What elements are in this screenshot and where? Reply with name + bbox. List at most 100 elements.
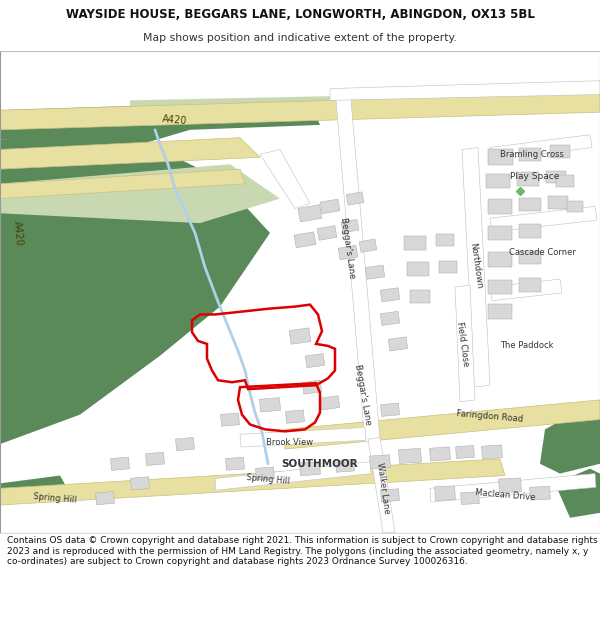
Bar <box>110 457 130 471</box>
Polygon shape <box>0 164 280 223</box>
Bar <box>486 174 510 188</box>
Bar <box>370 455 391 469</box>
Bar <box>176 438 194 451</box>
Bar <box>317 226 337 240</box>
Bar <box>226 458 244 470</box>
Text: Walker Lane: Walker Lane <box>375 462 391 514</box>
Polygon shape <box>0 105 190 144</box>
Bar <box>380 489 400 501</box>
Bar <box>299 462 320 476</box>
Polygon shape <box>130 91 600 115</box>
Bar <box>556 175 574 187</box>
Bar <box>407 262 429 276</box>
Text: Map shows position and indicative extent of the property.: Map shows position and indicative extent… <box>143 33 457 44</box>
Bar <box>338 245 358 260</box>
Polygon shape <box>490 206 597 232</box>
Bar <box>398 448 421 464</box>
Polygon shape <box>330 81 600 101</box>
Polygon shape <box>462 148 490 387</box>
Polygon shape <box>130 101 320 130</box>
Bar <box>439 261 457 273</box>
Bar <box>380 403 400 416</box>
Bar <box>341 219 359 232</box>
Polygon shape <box>368 438 395 532</box>
Bar <box>294 232 316 248</box>
Bar <box>488 199 512 214</box>
Text: Play Space: Play Space <box>511 173 560 181</box>
Bar <box>404 236 426 249</box>
Bar <box>488 279 512 294</box>
Bar <box>320 396 340 410</box>
Polygon shape <box>285 400 600 449</box>
Bar <box>320 199 340 214</box>
Text: Cascade Corner: Cascade Corner <box>509 248 575 257</box>
Bar <box>519 224 541 238</box>
Bar <box>499 478 521 492</box>
Bar <box>482 445 502 459</box>
Bar <box>455 446 475 459</box>
Text: Beggar's Lane: Beggar's Lane <box>339 216 357 279</box>
Bar <box>519 198 541 211</box>
Text: Brook View: Brook View <box>266 438 314 447</box>
Bar <box>146 452 164 466</box>
Bar <box>289 328 311 344</box>
Polygon shape <box>455 285 475 402</box>
Bar <box>259 398 281 412</box>
Bar <box>487 149 512 165</box>
Text: A420: A420 <box>162 114 188 126</box>
Text: Spring Hill: Spring Hill <box>33 492 77 504</box>
Bar <box>546 171 566 183</box>
Bar <box>131 477 149 490</box>
Polygon shape <box>240 428 366 447</box>
Text: Northdown: Northdown <box>469 242 484 289</box>
Bar <box>305 354 325 367</box>
Bar <box>380 311 400 326</box>
Polygon shape <box>215 462 371 490</box>
Bar <box>298 204 322 222</box>
Bar <box>519 278 541 292</box>
Bar <box>567 201 583 212</box>
Bar <box>380 288 400 302</box>
Polygon shape <box>0 169 245 199</box>
Polygon shape <box>555 469 600 518</box>
Text: WAYSIDE HOUSE, BEGGARS LANE, LONGWORTH, ABINGDON, OX13 5BL: WAYSIDE HOUSE, BEGGARS LANE, LONGWORTH, … <box>65 8 535 21</box>
Text: The Paddock: The Paddock <box>500 341 554 351</box>
Text: Bramling Cross: Bramling Cross <box>500 150 564 159</box>
Polygon shape <box>335 89 380 442</box>
Bar <box>488 252 512 267</box>
Bar <box>430 447 451 461</box>
Bar <box>548 196 568 209</box>
Polygon shape <box>0 459 505 505</box>
Text: SOUTHMOOR: SOUTHMOOR <box>281 459 358 469</box>
Text: Field Close: Field Close <box>455 321 470 367</box>
Polygon shape <box>0 139 270 444</box>
Bar <box>388 337 408 351</box>
Bar <box>410 291 430 303</box>
Bar <box>95 491 115 505</box>
Bar <box>461 492 479 504</box>
Text: Maclean Drive: Maclean Drive <box>475 488 535 502</box>
Polygon shape <box>0 476 70 503</box>
Bar <box>302 380 322 394</box>
Text: Faringdon Road: Faringdon Road <box>456 409 524 424</box>
Bar <box>335 459 355 472</box>
Polygon shape <box>540 410 600 474</box>
Bar <box>365 265 385 279</box>
Bar <box>256 467 274 480</box>
Bar <box>346 192 364 205</box>
Bar <box>530 486 550 500</box>
Polygon shape <box>490 279 562 301</box>
Bar <box>550 145 570 158</box>
Bar <box>221 413 239 426</box>
Polygon shape <box>260 149 310 208</box>
Polygon shape <box>430 474 596 502</box>
Bar <box>519 251 541 264</box>
Polygon shape <box>0 92 600 130</box>
Text: A420: A420 <box>12 220 24 246</box>
Polygon shape <box>0 139 240 169</box>
Polygon shape <box>0 138 260 169</box>
Text: Beggar's Lane: Beggar's Lane <box>353 364 373 426</box>
Bar <box>286 410 304 423</box>
Bar <box>359 239 377 252</box>
Text: Contains OS data © Crown copyright and database right 2021. This information is : Contains OS data © Crown copyright and d… <box>7 536 598 566</box>
